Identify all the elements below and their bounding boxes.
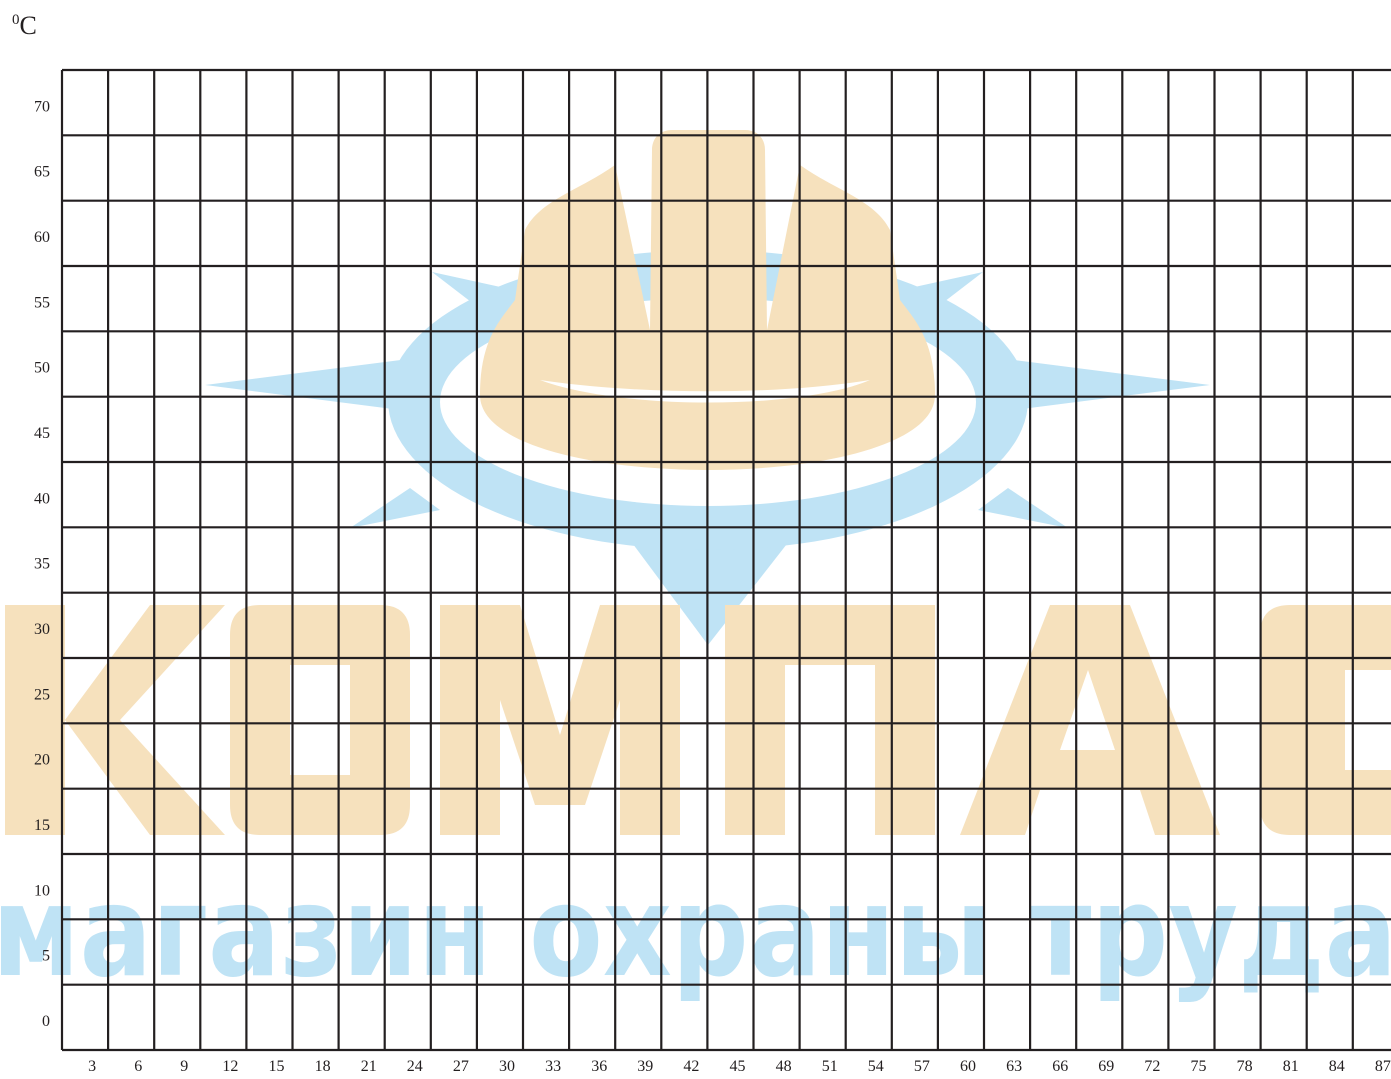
- y-tick-label: 60: [34, 229, 50, 246]
- x-tick-label: 6: [134, 1058, 142, 1075]
- y-tick-label: 30: [34, 621, 50, 638]
- x-tick-label: 9: [180, 1058, 188, 1075]
- x-tick-label: 15: [269, 1058, 285, 1075]
- x-tick-label: 81: [1283, 1058, 1299, 1075]
- x-tick-label: 30: [499, 1058, 515, 1075]
- watermark-brand: [5, 605, 1391, 835]
- y-tick-label: 65: [34, 164, 50, 181]
- x-tick-label: 60: [960, 1058, 976, 1075]
- x-tick-label: 24: [407, 1058, 423, 1075]
- y-tick-label: 70: [34, 98, 50, 115]
- y-tick-label: 25: [34, 686, 50, 703]
- x-tick-label: 45: [730, 1058, 746, 1075]
- unit-label: 0C: [12, 11, 37, 40]
- x-tick-label: 33: [545, 1058, 561, 1075]
- x-tick-label: 63: [1006, 1058, 1022, 1075]
- y-tick-label: 5: [42, 948, 50, 965]
- x-tick-label: 72: [1144, 1058, 1160, 1075]
- x-tick-label: 18: [315, 1058, 331, 1075]
- watermark-logo: магазин охраны труда: [0, 130, 1391, 1005]
- x-tick-label: 36: [591, 1058, 607, 1075]
- y-tick-label: 45: [34, 425, 50, 442]
- y-tick-label: 55: [34, 294, 50, 311]
- x-tick-label: 21: [361, 1058, 377, 1075]
- x-tick-label: 54: [868, 1058, 884, 1075]
- x-tick-label: 3: [88, 1058, 96, 1075]
- x-tick-label: 78: [1237, 1058, 1253, 1075]
- x-tick-label: 66: [1052, 1058, 1068, 1075]
- y-tick-label: 10: [34, 882, 50, 899]
- y-tick-label: 50: [34, 360, 50, 377]
- y-tick-label: 0: [42, 1013, 50, 1030]
- x-tick-label: 27: [453, 1058, 469, 1075]
- x-tick-label: 39: [637, 1058, 653, 1075]
- watermark-tagline: магазин охраны труда: [0, 858, 1391, 1005]
- x-tick-label: 75: [1191, 1058, 1207, 1075]
- y-axis-ticks: 0 5 10 15 20 25 30 35 40 45 50 55 60 65 70: [34, 98, 50, 1030]
- x-tick-label: 48: [776, 1058, 792, 1075]
- x-tick-label: 51: [822, 1058, 838, 1075]
- unit-label-text: C: [20, 11, 37, 40]
- y-tick-label: 40: [34, 490, 50, 507]
- x-tick-label: 42: [683, 1058, 699, 1075]
- y-tick-label: 35: [34, 556, 50, 573]
- x-tick-label: 57: [914, 1058, 930, 1075]
- x-axis-ticks: 3 6 9 12 15 18 21 24 27 30 33 36 39 42 45 48 51 54 57 60 63 6…: [88, 1058, 1391, 1075]
- x-tick-label: 12: [222, 1058, 238, 1075]
- unit-label-superscript: 0: [12, 12, 20, 28]
- x-tick-label: 84: [1329, 1058, 1345, 1075]
- x-tick-label: 87: [1375, 1058, 1391, 1075]
- x-tick-label: 69: [1098, 1058, 1114, 1075]
- y-tick-label: 15: [34, 817, 50, 834]
- y-tick-label: 20: [34, 752, 50, 769]
